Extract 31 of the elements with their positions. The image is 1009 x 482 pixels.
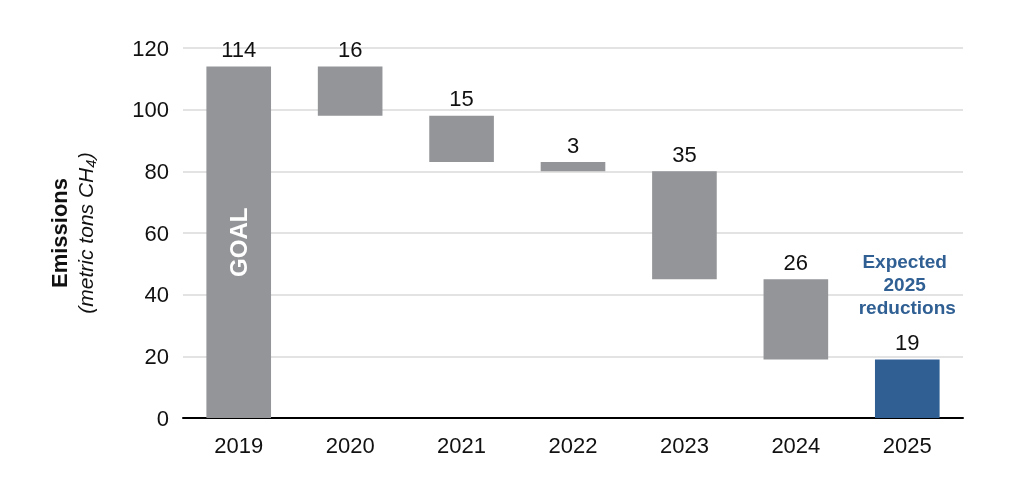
x-tick-label: 2024 bbox=[771, 432, 821, 458]
data-label: 15 bbox=[449, 86, 474, 112]
x-tick-label: 2019 bbox=[214, 432, 264, 458]
data-label: 35 bbox=[672, 141, 697, 167]
bar bbox=[874, 359, 940, 418]
y-tick-label: 0 bbox=[156, 405, 169, 431]
bar bbox=[652, 171, 717, 280]
bar bbox=[540, 162, 606, 172]
x-tick-label: 2020 bbox=[325, 432, 375, 458]
x-tick-label: 2023 bbox=[659, 432, 709, 458]
bar bbox=[429, 115, 494, 163]
x-tick-label: 2025 bbox=[882, 432, 932, 458]
x-tick-label: 2022 bbox=[548, 432, 598, 458]
bar bbox=[317, 66, 383, 116]
y-axis-title: Emissions (metric tons CH₄) bbox=[46, 152, 97, 314]
annotation: GOAL bbox=[225, 207, 253, 277]
y-tick-label: 80 bbox=[144, 158, 169, 184]
y-tick-label: 100 bbox=[132, 97, 169, 123]
y-tick-label: 60 bbox=[144, 220, 169, 246]
data-label: 3 bbox=[566, 132, 580, 158]
y-tick-label: 20 bbox=[144, 343, 169, 369]
data-label: 26 bbox=[783, 249, 809, 275]
annotation: Expected 2025 reductions bbox=[858, 251, 956, 319]
bar bbox=[763, 279, 829, 360]
data-label: 114 bbox=[221, 37, 257, 62]
bar bbox=[206, 66, 272, 418]
data-label: 16 bbox=[337, 37, 363, 62]
y-tick-label: 120 bbox=[132, 35, 169, 61]
data-label: 19 bbox=[895, 329, 920, 355]
y-tick-label: 40 bbox=[144, 282, 169, 308]
x-tick-label: 2021 bbox=[437, 432, 487, 458]
